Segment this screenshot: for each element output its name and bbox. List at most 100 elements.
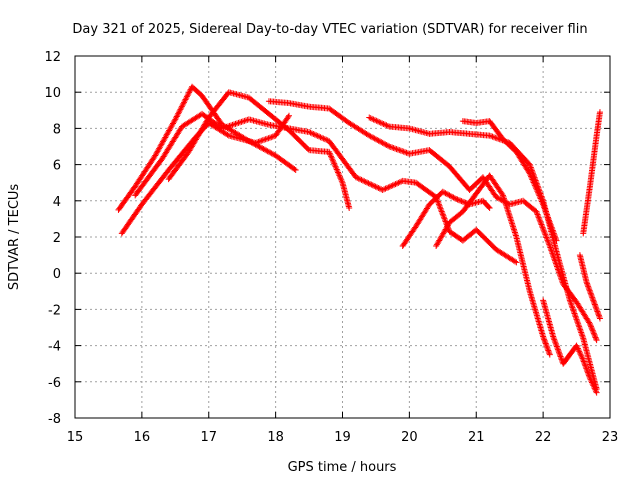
data-point	[593, 337, 600, 344]
data-point	[547, 245, 554, 252]
data-point	[542, 340, 549, 347]
data-point	[535, 214, 542, 221]
data-point	[447, 193, 454, 200]
data-point	[551, 336, 558, 343]
series-arc-7	[399, 188, 493, 250]
data-point	[536, 192, 543, 199]
x-tick-label: 16	[134, 430, 151, 445]
data-point	[362, 178, 369, 185]
data-point	[553, 237, 560, 244]
data-point	[591, 301, 598, 308]
data-point	[379, 186, 386, 193]
data-point	[436, 202, 443, 209]
data-point	[257, 144, 264, 151]
data-point	[540, 227, 547, 234]
data-point	[586, 319, 593, 326]
x-tick-label: 15	[67, 430, 84, 445]
data-point	[573, 316, 580, 323]
data-point	[338, 178, 345, 185]
data-point	[554, 344, 561, 351]
data-point	[184, 92, 191, 99]
data-point	[397, 147, 404, 154]
data-point	[593, 389, 600, 396]
data-point	[555, 349, 562, 356]
data-point	[236, 119, 243, 126]
y-tick-label: -8	[48, 412, 61, 427]
data-point	[331, 162, 338, 169]
data-point	[457, 197, 464, 204]
data-point	[578, 352, 585, 359]
data-point	[264, 148, 271, 155]
data-point	[589, 380, 596, 387]
data-point	[548, 223, 555, 230]
x-tick-label: 20	[401, 430, 418, 445]
data-point	[540, 334, 547, 341]
data-point	[538, 198, 545, 205]
data-point	[355, 175, 362, 182]
data-point	[286, 112, 292, 119]
data-point	[392, 145, 399, 152]
data-point	[592, 302, 599, 309]
data-point	[552, 339, 559, 346]
data-point	[589, 294, 596, 301]
data-point	[579, 355, 586, 362]
data-point	[238, 118, 245, 125]
data-point	[442, 190, 449, 197]
data-point	[252, 139, 259, 146]
y-tick-label: 2	[53, 231, 61, 246]
data-point	[586, 287, 593, 294]
data-point	[441, 215, 448, 222]
data-point	[174, 112, 181, 119]
data-point	[581, 361, 588, 368]
data-point	[373, 117, 380, 124]
data-point	[485, 204, 492, 211]
x-tick-label: 21	[468, 430, 485, 445]
data-point	[181, 99, 188, 106]
data-point	[376, 119, 383, 126]
data-point	[585, 283, 592, 290]
data-point	[527, 163, 534, 170]
data-point	[306, 129, 313, 136]
data-point	[489, 133, 496, 140]
data-point	[585, 284, 592, 291]
data-point	[577, 351, 584, 358]
data-point	[182, 96, 189, 103]
data-point	[173, 114, 180, 121]
data-point	[435, 199, 442, 206]
data-point	[555, 347, 562, 354]
data-point	[543, 341, 550, 348]
data-point	[552, 236, 559, 243]
data-point	[333, 165, 340, 172]
data-point	[235, 119, 242, 126]
data-point	[585, 371, 592, 378]
data-point	[551, 337, 558, 344]
data-point	[367, 115, 374, 122]
y-tick-label: 12	[44, 50, 61, 65]
data-point	[388, 183, 395, 190]
data-point	[543, 234, 550, 241]
data-point	[180, 100, 187, 107]
data-point	[554, 346, 561, 353]
data-point	[219, 125, 226, 132]
data-point	[550, 228, 557, 235]
data-point	[552, 340, 559, 347]
data-point	[583, 366, 590, 373]
data-point	[369, 115, 376, 122]
data-point	[576, 323, 583, 330]
data-point	[259, 137, 266, 144]
data-point	[591, 333, 598, 340]
data-point	[239, 118, 246, 125]
data-point	[265, 148, 272, 155]
data-point	[572, 311, 579, 318]
data-point	[310, 130, 317, 137]
data-point	[543, 343, 550, 350]
data-point	[176, 107, 183, 114]
data-point	[371, 135, 378, 142]
data-point	[175, 109, 182, 116]
data-point	[396, 147, 403, 154]
data-point	[540, 225, 547, 232]
data-point	[585, 372, 592, 379]
data-point	[396, 179, 403, 186]
data-point	[352, 174, 359, 181]
